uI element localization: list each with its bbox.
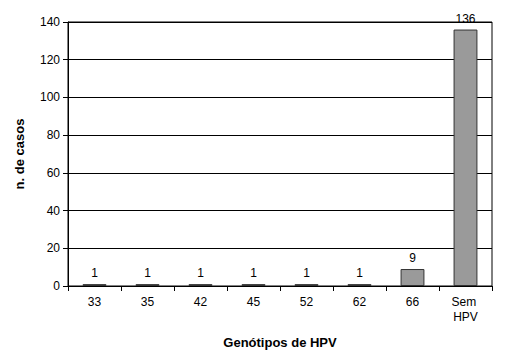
svg-text:60: 60 (47, 166, 61, 180)
svg-text:1: 1 (197, 266, 204, 280)
svg-text:120: 120 (40, 53, 60, 67)
svg-text:100: 100 (40, 90, 60, 104)
svg-text:140: 140 (40, 15, 60, 29)
svg-text:1: 1 (144, 266, 151, 280)
svg-text:Sem: Sem (451, 295, 479, 309)
svg-text:20: 20 (47, 241, 61, 255)
svg-text:1: 1 (91, 266, 98, 280)
svg-text:66: 66 (406, 295, 420, 309)
svg-text:1: 1 (356, 266, 363, 280)
svg-text:80: 80 (47, 128, 61, 142)
svg-text:35: 35 (141, 295, 155, 309)
svg-text:0: 0 (53, 279, 60, 293)
svg-text:Genótipos de HPV: Genótipos de HPV (223, 335, 337, 350)
svg-text:n. de casos: n. de casos (12, 119, 27, 190)
svg-text:33: 33 (88, 295, 102, 309)
svg-text:42: 42 (194, 295, 208, 309)
svg-text:136: 136 (455, 12, 475, 26)
svg-text:45: 45 (247, 295, 261, 309)
svg-text:HPV: HPV (453, 310, 478, 324)
svg-text:1: 1 (303, 266, 310, 280)
svg-text:62: 62 (353, 295, 367, 309)
svg-text:40: 40 (47, 204, 61, 218)
svg-text:52: 52 (300, 295, 314, 309)
svg-text:9: 9 (409, 251, 416, 265)
svg-text:1: 1 (250, 266, 257, 280)
